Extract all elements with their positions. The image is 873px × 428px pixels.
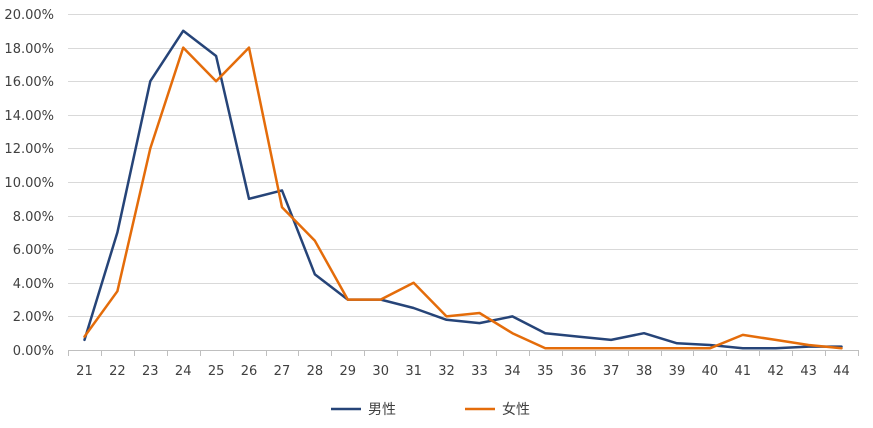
legend-label: 男性 (368, 402, 396, 418)
x-tick-label: 41 (735, 364, 752, 379)
x-tick-label: 25 (208, 364, 225, 379)
x-tick-label: 34 (504, 364, 521, 379)
x-tick-label: 23 (142, 364, 159, 379)
series-line-male (83, 29, 843, 350)
x-tick-label: 44 (833, 364, 850, 379)
x-tick-label: 37 (603, 364, 620, 379)
y-axis-tick-labels: 0.00% 2.00% 4.00% 6.00% 8.00% 10.00% 12.00% 14.… (4, 8, 54, 359)
y-tick-label: 16.00% (4, 75, 54, 90)
x-tick-label: 42 (767, 364, 784, 379)
legend: 男性 女性 (331, 401, 530, 418)
x-tick-label: 28 (307, 364, 324, 379)
gridlines (68, 14, 858, 317)
axes (68, 350, 859, 356)
y-tick-label: 18.00% (4, 42, 54, 57)
x-tick-label: 32 (438, 364, 455, 379)
y-tick-label: 8.00% (13, 210, 54, 225)
y-tick-label: 4.00% (13, 277, 54, 292)
x-tick-label: 29 (340, 364, 357, 379)
y-tick-label: 0.00% (13, 344, 54, 359)
x-tick-label: 40 (702, 364, 719, 379)
series-lines (83, 29, 843, 350)
series-line-female (83, 46, 843, 350)
x-tick-label: 33 (471, 364, 488, 379)
y-tick-label: 2.00% (13, 310, 54, 325)
legend-item-female: 女性 (465, 401, 530, 418)
legend-item-male: 男性 (331, 402, 396, 418)
x-axis-tick-labels: 21 22 23 24 25 26 27 28 29 30 31 32 33 34 35 36 37 38 39 40… (76, 364, 850, 379)
x-tick-label: 39 (669, 364, 686, 379)
x-tick-label: 26 (241, 364, 258, 379)
x-tick-label: 43 (800, 364, 817, 379)
legend-label: 女性 (502, 401, 530, 418)
x-tick-label: 22 (109, 364, 126, 379)
x-tick-label: 35 (537, 364, 554, 379)
x-tick-label: 27 (274, 364, 291, 379)
x-tick-label: 31 (405, 364, 422, 379)
x-tick-label: 36 (570, 364, 587, 379)
y-tick-label: 12.00% (4, 142, 54, 157)
y-tick-label: 6.00% (13, 243, 54, 258)
x-tick-label: 30 (372, 364, 389, 379)
x-tick-label: 38 (636, 364, 653, 379)
x-tick-label: 24 (175, 364, 192, 379)
y-tick-label: 10.00% (4, 176, 54, 191)
x-tick-label: 21 (76, 364, 93, 379)
y-tick-label: 20.00% (4, 8, 54, 23)
y-tick-label: 14.00% (4, 109, 54, 124)
